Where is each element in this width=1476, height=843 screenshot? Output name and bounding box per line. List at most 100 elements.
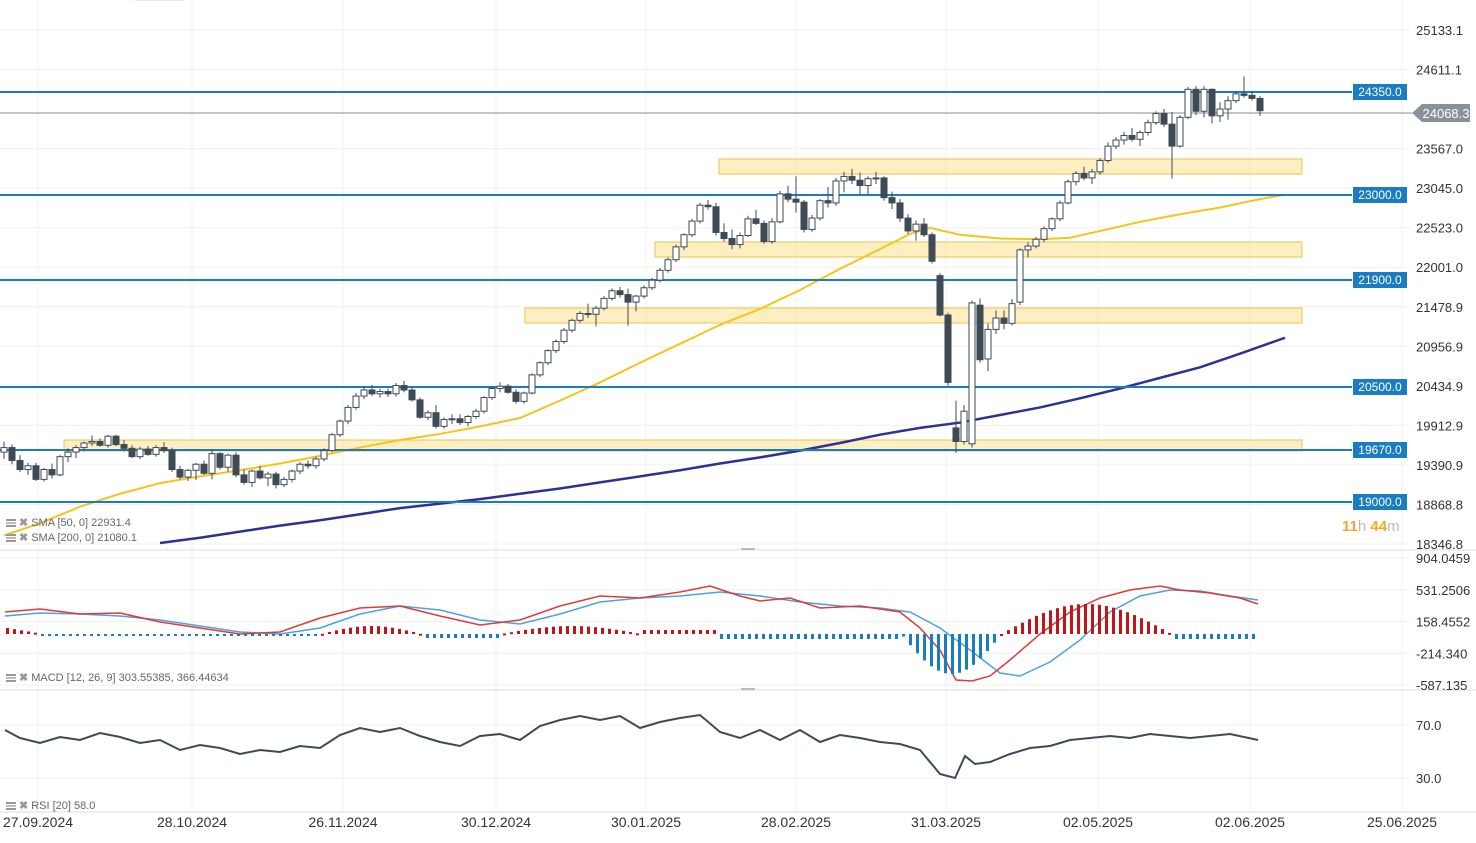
candle <box>1024 245 1032 251</box>
level-label-box <box>1353 187 1407 203</box>
candle <box>616 290 624 296</box>
candle <box>752 218 760 224</box>
candle <box>1200 88 1208 112</box>
close-icon[interactable]: ✖ <box>19 800 29 812</box>
close-icon[interactable]: ✖ <box>19 672 29 684</box>
support-resistance-zone[interactable] <box>524 307 1303 324</box>
candle <box>1256 97 1264 112</box>
candle <box>80 442 88 449</box>
price-axis-label: 23045.0 <box>1416 181 1463 196</box>
support-resistance-zone[interactable] <box>654 241 1303 258</box>
support-resistance-zone[interactable] <box>718 158 1303 175</box>
candle <box>280 478 288 486</box>
candle <box>744 218 752 236</box>
macd-axis-label: -587.135 <box>1416 678 1467 693</box>
settings-lines-icon[interactable] <box>6 801 16 810</box>
candle <box>184 469 192 478</box>
sma200-line <box>159 336 1286 545</box>
countdown-minutes: 44 <box>1370 518 1388 535</box>
candle <box>800 201 808 230</box>
candle <box>960 410 968 443</box>
candle <box>936 275 944 316</box>
macd-label: MACD [12, 26, 9] <box>31 671 116 684</box>
level-label-box <box>1353 442 1407 458</box>
candle <box>696 204 704 222</box>
candle <box>1056 202 1064 220</box>
candle <box>8 447 16 461</box>
rsi-legend: ✖ RSI [20] 58.0 <box>6 799 95 812</box>
candle <box>456 418 464 424</box>
candle <box>1008 303 1016 324</box>
macd-signal-line <box>4 589 1259 677</box>
candle <box>216 453 224 468</box>
macd-legend: ✖ MACD [12, 26, 9] 303.55385, 366.44634 <box>6 671 229 684</box>
candle <box>704 204 712 208</box>
candle <box>136 448 144 458</box>
macd-axis-label: 531.2506 <box>1416 583 1470 598</box>
candle <box>0 447 8 453</box>
rsi-axis-label: 30.0 <box>1416 771 1441 786</box>
candle <box>952 427 960 443</box>
candle <box>776 193 784 223</box>
close-icon[interactable]: ✖ <box>19 532 29 544</box>
panel-resize-handle[interactable] <box>741 548 755 550</box>
candle <box>144 448 152 455</box>
candle <box>152 447 160 455</box>
panel-resize-handle[interactable] <box>741 688 755 690</box>
level-label-box <box>1353 494 1407 510</box>
date-axis-label: 30.01.2025 <box>611 814 681 830</box>
price-axis-label: 25133.1 <box>1416 23 1463 38</box>
price-axis-label: 20956.9 <box>1416 339 1463 354</box>
settings-lines-icon[interactable] <box>6 518 16 527</box>
candle <box>96 441 104 446</box>
candle <box>1192 88 1200 112</box>
candle <box>448 418 456 421</box>
candle <box>128 447 136 458</box>
candle <box>24 465 32 471</box>
date-axis-label: 31.03.2025 <box>911 814 981 830</box>
price-axis-label: 20434.9 <box>1416 379 1463 394</box>
candle <box>528 374 536 394</box>
candle <box>192 463 200 471</box>
level-label-box <box>1353 84 1407 100</box>
candle <box>168 450 176 471</box>
price-axis-label: 18868.8 <box>1416 497 1463 512</box>
candle <box>56 456 64 476</box>
level-label: 23000.0 <box>1358 188 1402 202</box>
candle <box>88 441 96 444</box>
settings-lines-icon[interactable] <box>6 533 16 542</box>
candlestick-series[interactable] <box>0 76 1264 489</box>
candle <box>392 384 400 395</box>
candle <box>1216 108 1224 117</box>
settings-lines-icon[interactable] <box>6 673 16 682</box>
candle <box>208 453 216 474</box>
level-label: 21900.0 <box>1358 273 1402 287</box>
top-handle <box>135 0 183 1</box>
candle <box>400 384 408 391</box>
rsi-value: 58.0 <box>73 799 96 812</box>
candle <box>1152 113 1160 124</box>
candle <box>1104 145 1112 162</box>
candle <box>816 200 824 219</box>
price-axis-label: 22523.0 <box>1416 221 1463 236</box>
candle <box>1144 122 1152 133</box>
candle <box>656 269 664 281</box>
sma200-label: SMA [200, 0] <box>31 531 95 544</box>
price-axis-label: 18346.8 <box>1416 537 1463 552</box>
date-axis-label: 28.02.2025 <box>761 814 831 830</box>
candle <box>1184 88 1192 118</box>
candle <box>32 465 40 480</box>
candle <box>568 319 576 331</box>
candle <box>72 447 80 453</box>
candle <box>560 329 568 343</box>
candle <box>832 180 840 204</box>
candle <box>232 454 240 476</box>
candle <box>872 177 880 180</box>
candle <box>424 412 432 418</box>
candle <box>1080 172 1088 179</box>
candle <box>840 175 848 182</box>
candle <box>768 221 776 243</box>
close-icon[interactable]: ✖ <box>19 517 29 529</box>
